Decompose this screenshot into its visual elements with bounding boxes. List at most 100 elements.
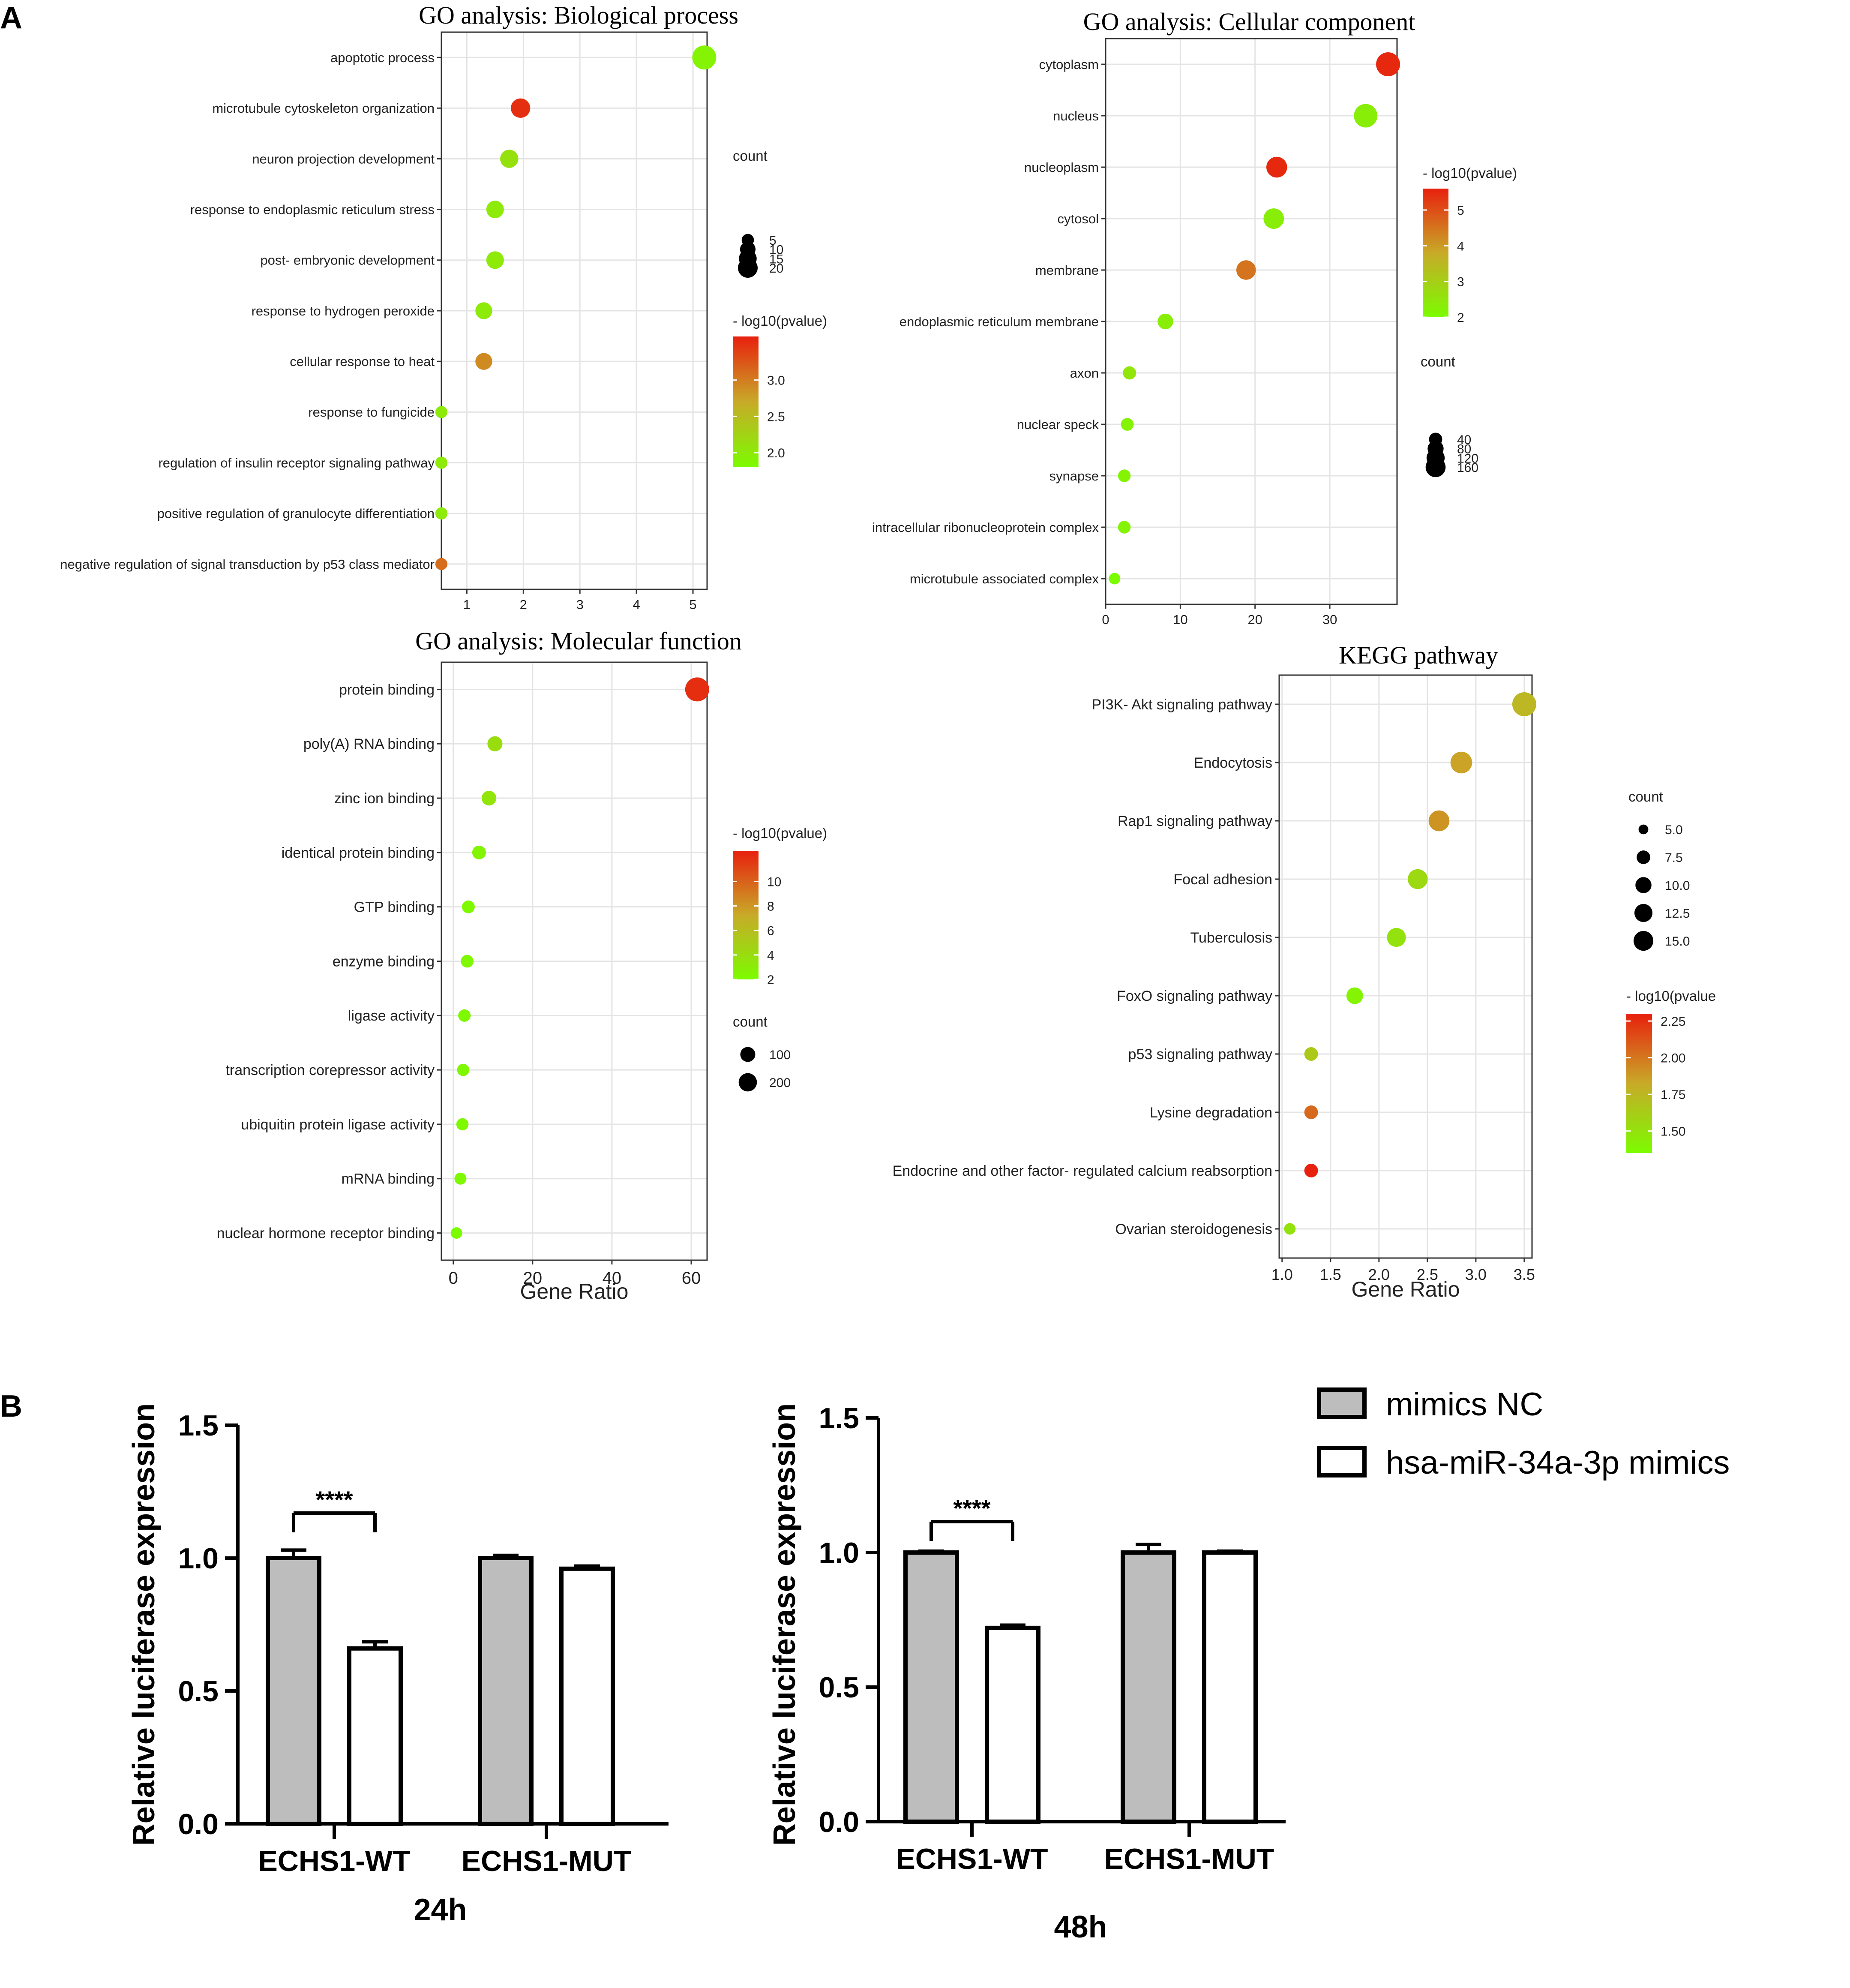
data-point [1304,1164,1318,1177]
y-axis-label: Relative luciferase expression [768,1403,802,1846]
data-point [1266,156,1287,178]
kegg-pathway-chart: KEGG pathway PI3K- Akt signaling pathway E… [893,641,1716,1301]
data-point [1304,1047,1318,1061]
size-legend-label: 100 [769,1048,791,1062]
size-legend-dot [1637,850,1650,864]
data-point [435,456,448,469]
chart-title: GO analysis: Cellular component [1083,8,1415,36]
term-label: response to hydrogen peroxide [252,303,435,318]
y-tick-label: 1.5 [819,1402,859,1435]
x-tick-label: 2.0 [1368,1266,1390,1283]
term-label: microtubule cytoskeleton organization [212,101,435,116]
data-point [1512,692,1536,716]
term-label: transcription corepressor activity [225,1062,435,1078]
significance-label: **** [953,1495,990,1522]
term-label: Endocytosis [1194,755,1272,771]
term-label: nuclear hormone receptor binding [217,1225,435,1241]
size-legend-dot [1425,457,1446,477]
term-label: membrane [1035,263,1099,278]
chart-title: 48h [1054,1910,1107,1944]
data-point [475,302,492,319]
term-label: identical protein binding [282,845,435,861]
x-tick-label: 20 [523,1269,543,1288]
data-point [1387,928,1406,947]
go-biological-process-chart: GO analysis: Biological process apoptotic… [60,1,827,612]
data-point [435,507,448,520]
y-tick-label: 1.5 [178,1409,219,1442]
term-label: post- embryonic development [260,253,435,268]
panel-label-b: B [0,1389,22,1423]
data-point [462,900,475,913]
luciferase-48h-chart: 0.0 0.5 1.0 1.5 Relative luciferase expressi… [768,1402,1286,1944]
data-point [450,1227,462,1239]
x-tick-label: 10 [1173,612,1187,627]
term-label: Tuberculosis [1190,930,1272,946]
data-point [685,677,709,702]
color-legend-bar [733,336,759,467]
term-label: intracellular ribonucleoprotein complex [872,520,1099,535]
color-legend-label: 3.0 [767,374,785,388]
size-legend-label: 120 [1457,451,1478,465]
category-label: ECHS1-WT [258,1845,410,1877]
x-tick-label: 1 [463,597,471,612]
term-label: nuclear speck [1017,417,1099,432]
size-legend-label: 40 [1457,433,1471,447]
data-point [435,558,448,571]
legend-label-mimics: hsa-miR-34a-3p mimics [1386,1444,1730,1481]
bar [559,1566,615,1826]
size-legend-title: count [1628,789,1663,805]
term-label: response to endoplasmic reticulum stress [190,202,435,217]
color-legend-label: 1.50 [1661,1125,1685,1139]
color-legend-label: 2 [1457,311,1464,325]
legend-swatch-mimics-nc [1317,1387,1367,1419]
size-legend-dot [1638,824,1649,835]
term-label: apoptotic process [330,50,435,65]
data-point [472,845,486,859]
chart-title: GO analysis: Biological process [419,1,738,29]
bar [347,1646,403,1826]
data-point [1450,751,1472,774]
color-legend-label: 2.00 [1661,1051,1685,1066]
y-axis-label: Relative luciferase expression [127,1403,161,1846]
x-tick-label: 1.0 [1271,1266,1293,1283]
data-point [1236,260,1256,280]
y-tick-label: 0.0 [178,1808,219,1841]
bar [1121,1550,1176,1824]
data-point [1354,104,1378,128]
term-label: GTP binding [354,899,435,916]
term-label: cellular response to heat [290,354,435,369]
size-legend-dot [1633,931,1654,951]
data-point [461,955,474,968]
bar [266,1556,321,1826]
data-point [1157,313,1173,330]
size-legend-title: count [1421,354,1455,369]
size-legend-dot [1634,904,1653,922]
size-legend-dot [738,1073,757,1092]
x-tick-label: 20 [1247,612,1262,627]
size-legend-label: 5 [769,234,777,248]
chart-title: GO analysis: Molecular function [415,627,742,655]
size-legend-label: 15.0 [1665,934,1690,949]
category-label: ECHS1-WT [896,1843,1048,1875]
chart-title: KEGG pathway [1339,641,1498,669]
size-legend-label: 80 [1457,442,1471,456]
term-label: zinc ion binding [334,790,435,807]
data-point [486,251,504,269]
data-point [1376,52,1400,76]
color-legend-label: 2 [767,973,774,987]
color-legend-label: 4 [767,949,774,963]
x-tick-label: 3.0 [1465,1266,1487,1283]
x-tick-label: 0 [449,1269,458,1288]
data-point [481,790,497,806]
term-label: p53 signaling pathway [1128,1046,1272,1063]
color-legend-title: - log10(pvalue [1626,988,1716,1004]
bar [985,1625,1040,1824]
data-point [475,353,492,370]
x-tick-label: 4 [633,597,640,612]
data-point [500,150,519,168]
data-point [486,201,504,219]
size-legend-title: count [733,1014,768,1030]
y-tick-label: 0.0 [819,1806,859,1838]
term-label: synapse [1049,468,1099,483]
term-label: poly(A) RNA binding [303,736,435,752]
